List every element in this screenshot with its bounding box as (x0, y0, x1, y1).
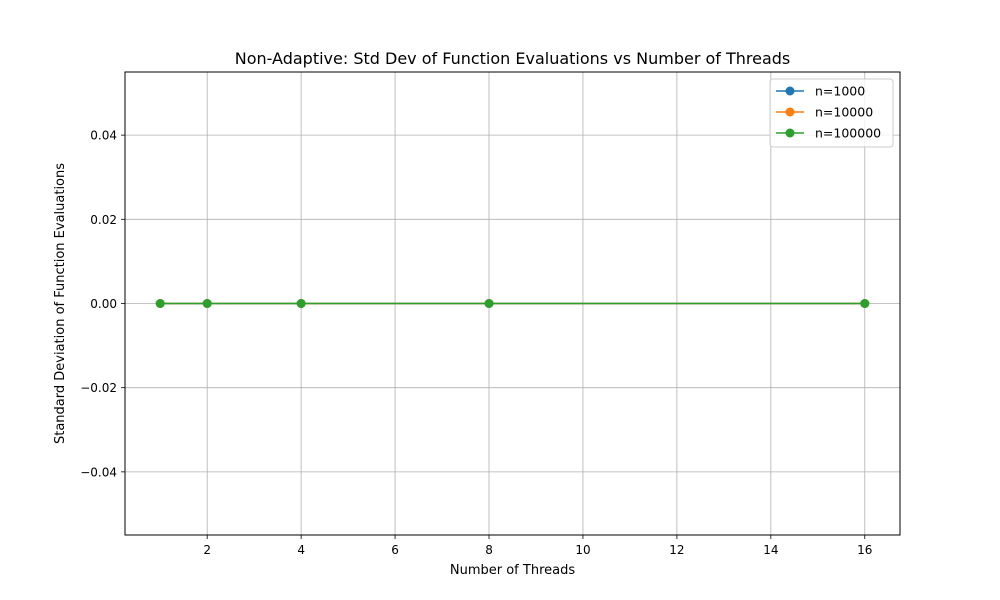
y-tick-label: 0.00 (90, 297, 117, 311)
x-tick-label: 14 (763, 543, 778, 557)
legend-label: n=100000 (815, 126, 881, 141)
legend: n=1000 n=10000 n=100000 (769, 78, 894, 148)
legend-marker (785, 107, 795, 117)
x-tick-label: 8 (485, 543, 493, 557)
legend-label: n=1000 (815, 84, 865, 99)
data-point (860, 299, 870, 308)
legend-label: n=10000 (815, 105, 873, 120)
legend-marker (785, 128, 795, 138)
legend-item: n=10000 (776, 105, 873, 120)
legend-item: n=100000 (776, 126, 881, 141)
legend-box (769, 78, 894, 148)
data-point (155, 299, 165, 308)
series-n=100000 (155, 299, 870, 308)
y-tick-label: 0.04 (90, 129, 117, 143)
legend-item: n=1000 (776, 84, 865, 99)
x-tick-label: 6 (391, 543, 399, 557)
y-tick-label: 0.02 (90, 213, 117, 227)
x-axis: 2 4 6 8 10 12 14 16 (203, 535, 872, 557)
x-tick-label: 16 (857, 543, 872, 557)
x-tick-label: 12 (669, 543, 684, 557)
x-tick-label: 2 (203, 543, 211, 557)
y-tick-label: −0.04 (80, 465, 117, 479)
data-point (202, 299, 212, 308)
x-axis-label: Number of Threads (450, 563, 575, 578)
x-tick-label: 4 (297, 543, 305, 557)
chart-title: Non-Adaptive: Std Dev of Function Evalua… (235, 49, 791, 68)
data-point (296, 299, 306, 308)
y-axis-label: Standard Deviation of Function Evaluatio… (53, 163, 68, 444)
x-tick-label: 10 (575, 543, 590, 557)
data-point (484, 299, 494, 308)
y-tick-label: −0.02 (80, 381, 117, 395)
legend-marker (785, 86, 795, 96)
y-axis: −0.04 −0.02 0.00 0.02 0.04 (80, 129, 125, 479)
series-layer (155, 299, 870, 308)
